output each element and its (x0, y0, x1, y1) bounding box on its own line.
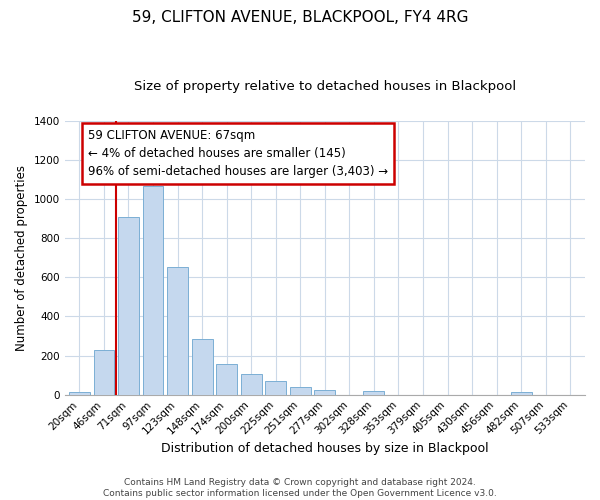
Bar (191, 339, 212, 394)
Bar (314, 390, 335, 394)
Y-axis label: Number of detached properties: Number of detached properties (15, 164, 28, 350)
Title: Size of property relative to detached houses in Blackpool: Size of property relative to detached ho… (134, 80, 516, 93)
Text: 59 CLIFTON AVENUE: 67sqm
← 4% of detached houses are smaller (145)
96% of semi-d: 59 CLIFTON AVENUE: 67sqm ← 4% of detache… (88, 130, 388, 178)
Bar (265, 382, 286, 394)
Bar (216, 364, 237, 394)
Bar (69, 392, 90, 394)
Bar (241, 374, 262, 394)
Text: Contains HM Land Registry data © Crown copyright and database right 2024.
Contai: Contains HM Land Registry data © Crown c… (103, 478, 497, 498)
Bar (364, 391, 385, 394)
Bar (143, 186, 163, 394)
Bar (290, 387, 311, 394)
Text: 59, CLIFTON AVENUE, BLACKPOOL, FY4 4RG: 59, CLIFTON AVENUE, BLACKPOOL, FY4 4RG (132, 10, 468, 25)
Bar (94, 350, 115, 395)
X-axis label: Distribution of detached houses by size in Blackpool: Distribution of detached houses by size … (161, 442, 488, 455)
Bar (118, 216, 139, 394)
Bar (167, 268, 188, 394)
Bar (511, 392, 532, 394)
